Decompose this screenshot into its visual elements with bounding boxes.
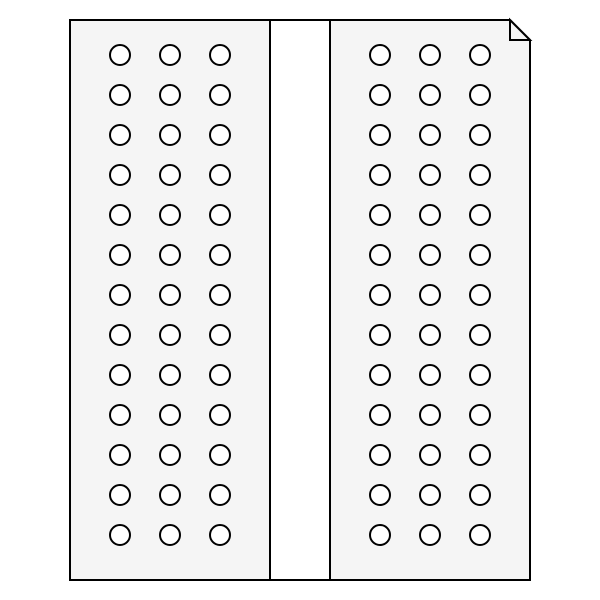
left-hole (210, 245, 230, 265)
right-hole (370, 405, 390, 425)
right-hole (420, 205, 440, 225)
left-hole (160, 525, 180, 545)
right-hole (370, 205, 390, 225)
left-hole (110, 125, 130, 145)
right-hole (370, 85, 390, 105)
right-hole (370, 445, 390, 465)
right-hole (420, 125, 440, 145)
left-hole (110, 485, 130, 505)
right-hole (470, 365, 490, 385)
left-hole (110, 245, 130, 265)
left-hole (210, 165, 230, 185)
right-hole (370, 485, 390, 505)
left-hole (160, 245, 180, 265)
left-hole (210, 405, 230, 425)
left-hole (110, 165, 130, 185)
left-hole (110, 525, 130, 545)
left-hole (160, 125, 180, 145)
corner-fold (510, 20, 530, 40)
left-hole (210, 485, 230, 505)
left-hole (160, 45, 180, 65)
left-hole (160, 365, 180, 385)
left-hole (210, 445, 230, 465)
right-hole (420, 445, 440, 465)
right-hole (420, 405, 440, 425)
left-hole (110, 445, 130, 465)
right-hole (370, 165, 390, 185)
left-hole (110, 365, 130, 385)
left-hole (210, 285, 230, 305)
left-hole (160, 165, 180, 185)
left-hole (110, 205, 130, 225)
left-hole (210, 325, 230, 345)
right-hole (370, 125, 390, 145)
right-hole (470, 525, 490, 545)
left-hole (210, 45, 230, 65)
left-hole (160, 485, 180, 505)
right-hole (370, 325, 390, 345)
right-hole (470, 245, 490, 265)
right-hole (470, 485, 490, 505)
panel-diagram (0, 0, 600, 600)
right-hole (420, 485, 440, 505)
left-hole (110, 45, 130, 65)
right-hole (470, 205, 490, 225)
right-hole (370, 245, 390, 265)
right-hole (470, 125, 490, 145)
right-hole (470, 45, 490, 65)
left-hole (110, 285, 130, 305)
left-hole (160, 405, 180, 425)
right-hole (470, 165, 490, 185)
right-hole (370, 285, 390, 305)
left-hole (210, 205, 230, 225)
right-hole (470, 325, 490, 345)
left-hole (210, 365, 230, 385)
right-hole (470, 85, 490, 105)
left-hole (110, 405, 130, 425)
right-hole (420, 45, 440, 65)
left-hole (110, 325, 130, 345)
left-hole (160, 285, 180, 305)
right-hole (420, 325, 440, 345)
right-hole (420, 245, 440, 265)
right-hole (420, 85, 440, 105)
right-hole (370, 525, 390, 545)
left-hole (210, 125, 230, 145)
left-hole (160, 445, 180, 465)
right-hole (420, 285, 440, 305)
left-hole (210, 525, 230, 545)
left-hole (210, 85, 230, 105)
left-hole (160, 85, 180, 105)
right-hole (420, 165, 440, 185)
right-hole (470, 445, 490, 465)
right-hole (370, 365, 390, 385)
right-hole (420, 525, 440, 545)
right-hole (470, 285, 490, 305)
right-hole (370, 45, 390, 65)
left-hole (160, 325, 180, 345)
left-hole (110, 85, 130, 105)
right-hole (420, 365, 440, 385)
right-hole (470, 405, 490, 425)
left-hole (160, 205, 180, 225)
center-gutter (270, 20, 330, 580)
